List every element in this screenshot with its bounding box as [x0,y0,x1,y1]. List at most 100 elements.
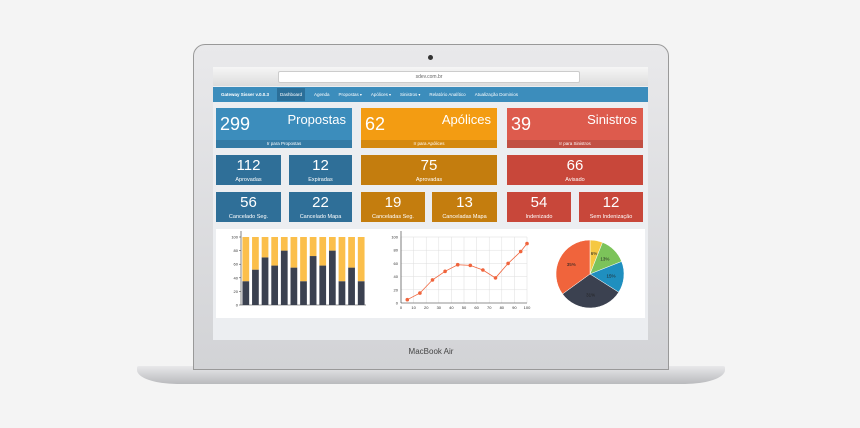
point [418,291,422,295]
point [506,261,510,266]
x-tick-label: 50 [462,305,467,310]
tile-label: Sem Indenização [589,214,633,220]
bar-segment [357,237,365,282]
tile-value: 62 [365,114,386,134]
nav-item[interactable]: Propostas [338,92,361,97]
tile-link[interactable]: Ir para Sinistros [507,140,643,148]
nav-item[interactable]: Sinistros [400,92,420,97]
nav-item[interactable]: Dashboard [276,88,305,101]
nav-item[interactable]: Atualização Dominios [474,92,518,97]
tile-value: 75 [420,157,438,174]
tile-value: 39 [511,114,532,134]
tile-label: Canceladas Mapa [442,214,487,220]
tile-label: Aprovadas [235,177,262,183]
bar-segment [300,237,307,282]
tile-value: 19 [384,194,402,211]
bar-segment [319,237,327,266]
stat-tile[interactable]: 299 Propostas Ir para Propostas [216,108,352,148]
nav-item[interactable]: Apólices [371,92,391,97]
tile-value: 13 [456,194,473,211]
y-tick-label: 40 [394,274,399,279]
stat-tile: 75 Aprovadas [361,155,497,185]
tile-label: Propostas [287,112,346,127]
tile-label: Canceladas Seg. [372,214,414,220]
stat-tile: 13 Canceladas Mapa [432,192,497,222]
y-tick-label: 20 [234,289,239,294]
stat-tile: 12 Expiradas [289,155,352,185]
tile-value: 12 [602,194,620,211]
bar-segment [261,237,269,258]
x-tick-label: 10 [411,305,416,310]
bar-segment [328,237,336,251]
nav-item[interactable]: Agenda [313,92,330,97]
slice-label: 31% [586,293,595,298]
url-field[interactable]: sdev.com.br [278,71,580,83]
tile-link[interactable]: Ir para Apólices [361,140,497,148]
point [443,269,447,274]
bar-segment [328,250,336,305]
slice-label: 6% [591,251,598,256]
point [405,297,410,302]
tile-label: Avisado [565,177,585,183]
line-chart: 0 20 40 60 80 100 0 10 20 30 40 50 60 70 80 90 100 [391,231,531,310]
pie-slice [562,273,620,309]
y-tick-label: 100 [231,235,238,240]
x-tick-label: 40 [449,305,454,310]
laptop-base [137,366,725,384]
bar-segment [252,237,259,270]
tile-value: 54 [530,194,548,211]
x-tick-label: 90 [512,305,517,310]
x-tick-label: 20 [424,305,429,310]
bar-segment [242,237,250,282]
y-tick-label: 0 [236,303,239,308]
tile-link[interactable]: Ir para Propostas [216,140,352,148]
x-tick-label: 60 [474,305,479,310]
bar-segment [338,281,346,305]
stat-tile: 12 Sem Indenização [579,192,643,222]
pie-slice [555,239,591,295]
bar-segment [319,265,327,305]
pie-chart: 6%13% 15% 31% 35% [555,239,625,309]
bar-segment [290,237,298,268]
bar-segment [252,269,259,305]
bar-segment [309,237,317,257]
y-tick-label: 40 [234,275,239,280]
stat-tile: 19 Canceladas Seg. [361,192,425,222]
stat-tile: 54 Indenizado [507,192,571,222]
tile-value: 12 [312,157,329,174]
y-tick-label: 80 [394,248,399,253]
nav-item[interactable]: Relatório Analítico [429,92,466,97]
device-label: MacBook Air [408,347,454,356]
tile-value: 22 [312,194,329,211]
line-series [407,243,528,301]
bar-segment [300,281,307,305]
stat-tile: 22 Cancelado Mapa [289,192,352,222]
tile-value: 112 [236,157,261,174]
point [430,278,435,282]
y-tick-label: 0 [396,301,399,306]
tile-label: Cancelado Mapa [299,214,342,220]
camera [428,55,433,60]
point [525,241,529,246]
bar-segment [338,237,346,282]
screen: sdev.com.br Gateway Sisser v.0.0.3 Dashbo… [213,67,648,340]
bar-chart: 0 20 40 60 80 100 [231,231,366,308]
tile-label: Aprovadas [415,177,443,183]
tile-label: Expiradas [308,177,333,183]
bar-segment [280,250,288,305]
bar-segment [280,237,288,251]
y-tick-label: 80 [234,248,239,253]
tile-label: Indenizado [525,214,553,220]
stat-tile[interactable]: 39 Sinistros Ir para Sinistros [507,108,643,148]
bar-segment [242,281,250,305]
x-tick-label: 0 [400,305,403,310]
point [518,249,523,254]
brand[interactable]: Gateway Sisser v.0.0.3 [221,92,269,97]
x-tick-label: 80 [500,305,505,310]
browser-bar: sdev.com.br [213,67,648,86]
stat-tile[interactable]: 62 Apólices Ir para Apólices [361,108,497,148]
bar-segment [261,257,269,305]
stat-tile: 112 Aprovadas [216,155,281,185]
bar-segment [348,267,355,305]
